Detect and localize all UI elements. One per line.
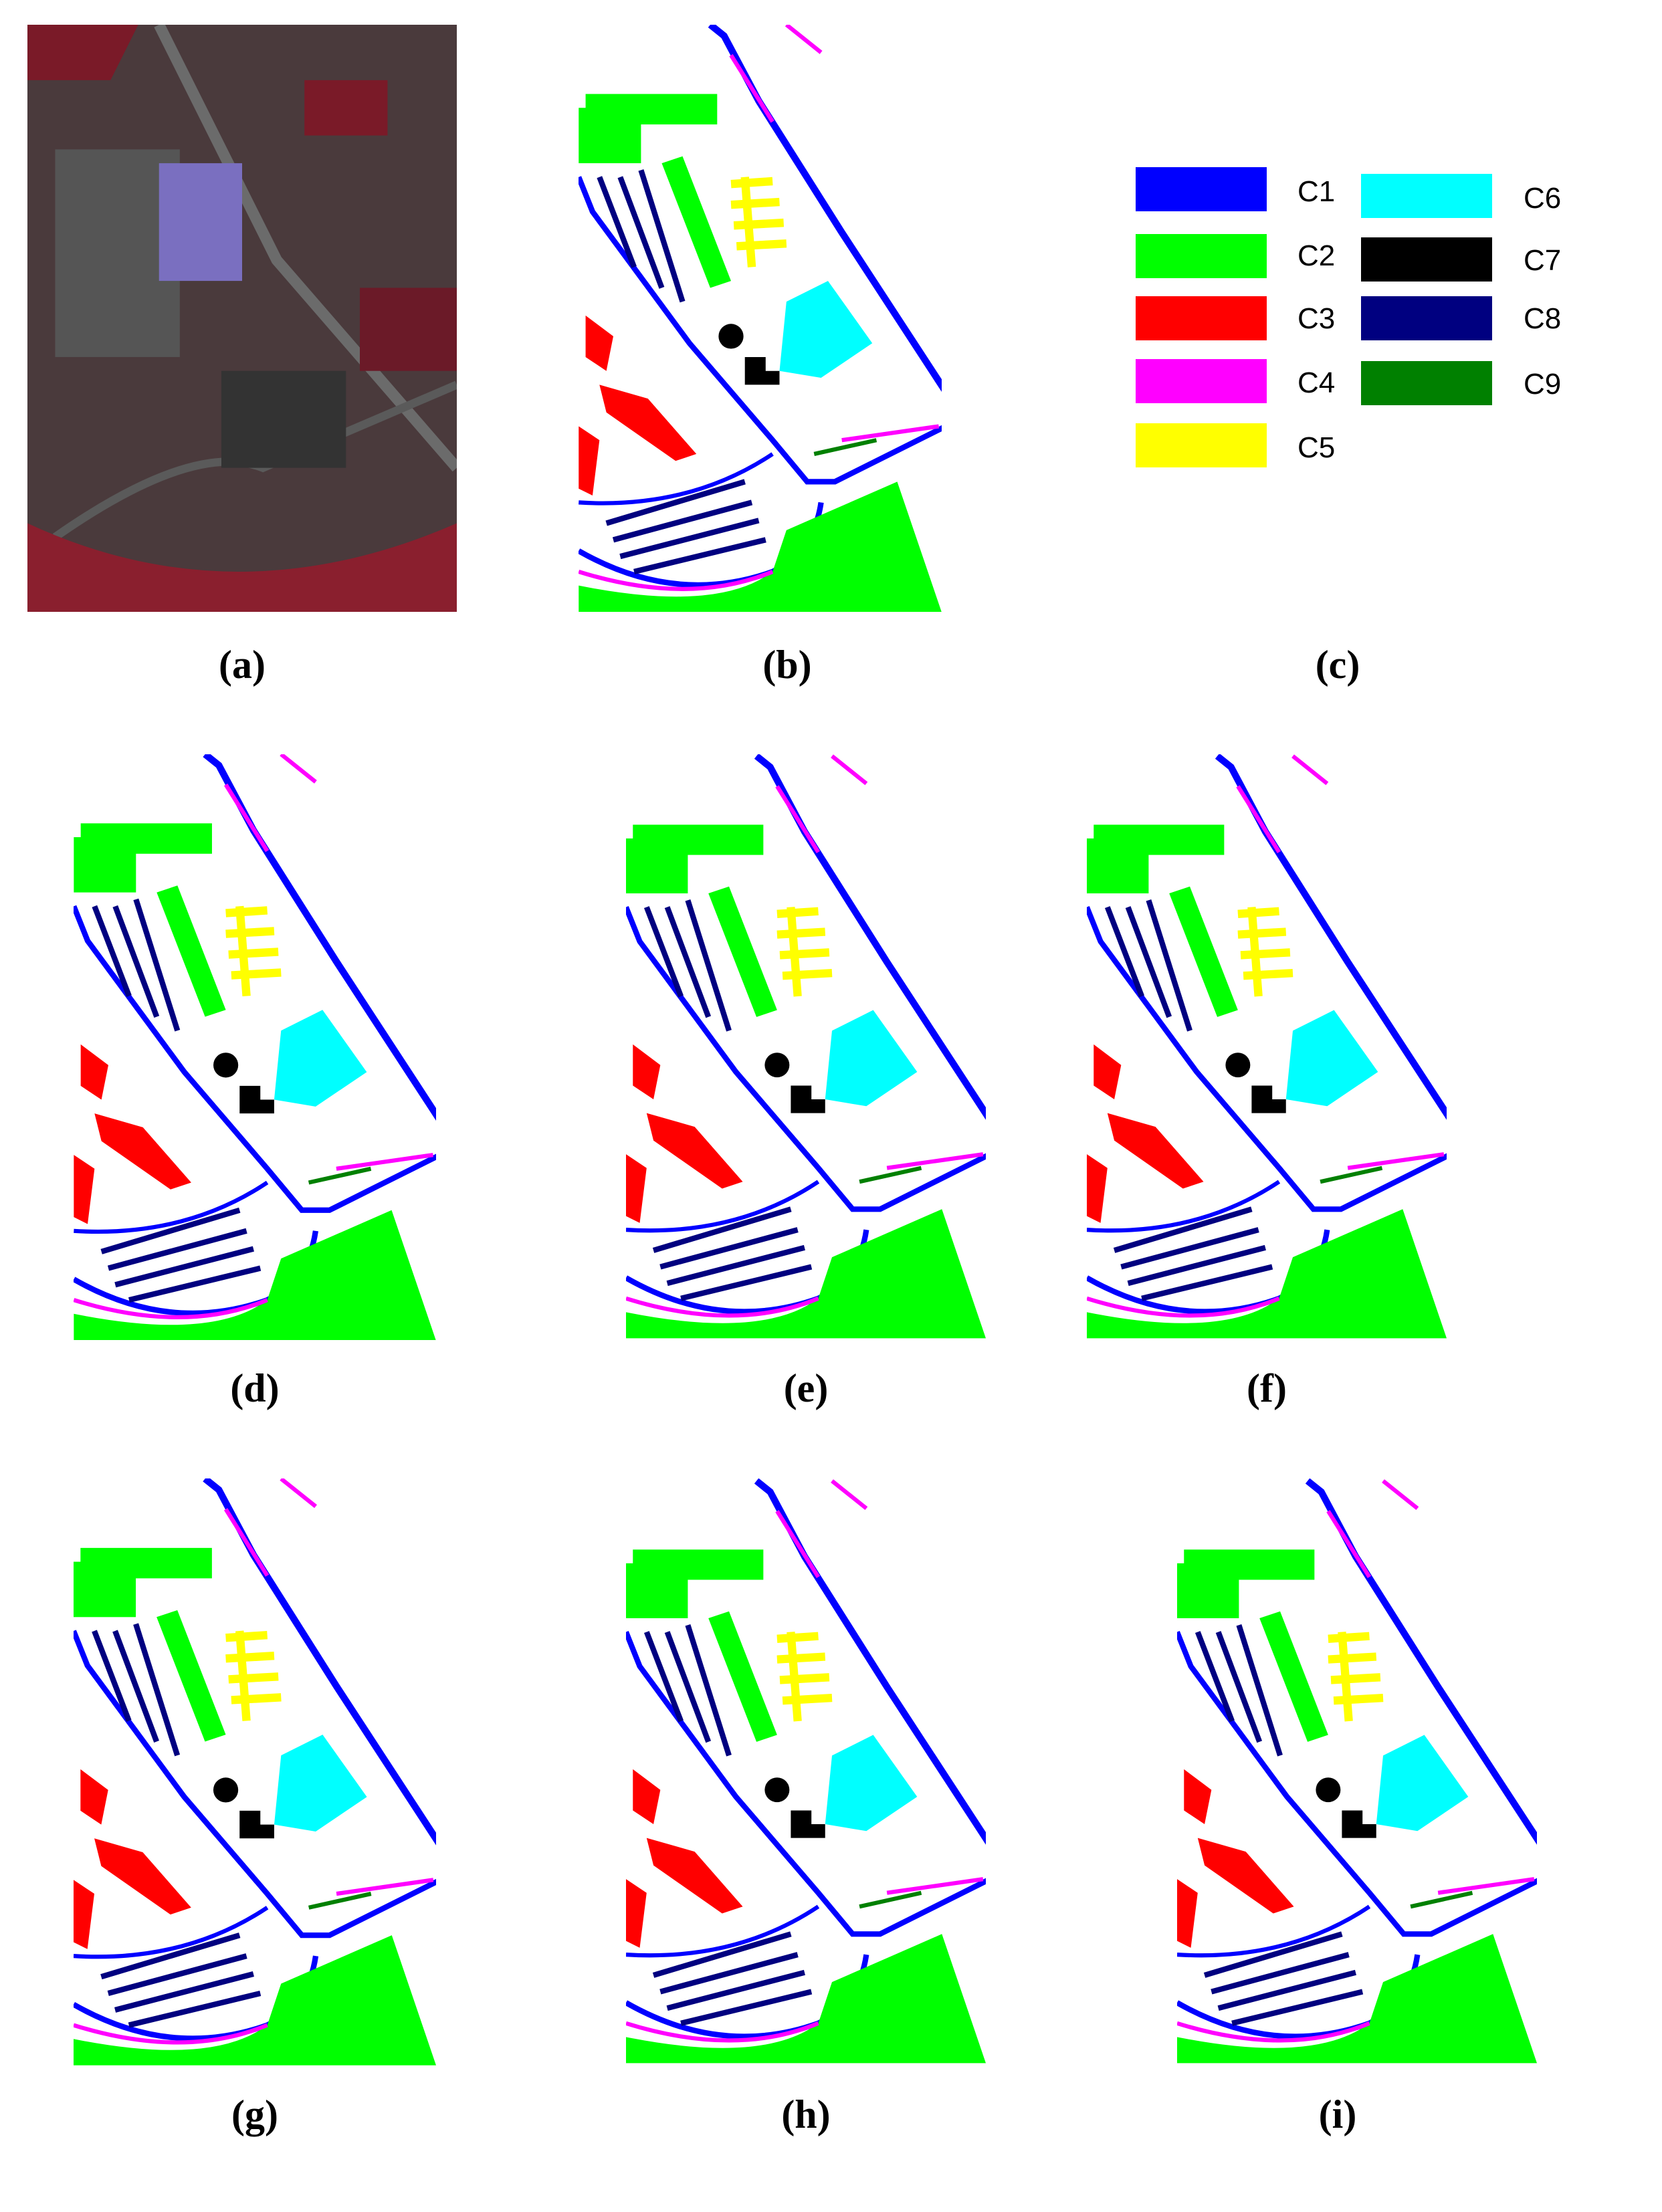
class-map — [1087, 754, 1447, 1340]
legend-label: C3 — [1297, 302, 1336, 335]
legend-swatch — [1136, 167, 1267, 211]
class-map — [579, 25, 942, 612]
panel-label: (i) — [1318, 2092, 1357, 2136]
legend-label: C7 — [1524, 244, 1562, 277]
panel-label: (f) — [1247, 1366, 1287, 1410]
panel-label: (g) — [231, 2092, 278, 2136]
map-panel — [626, 754, 986, 1340]
legend-swatch — [1136, 423, 1267, 467]
panel-label: (b) — [762, 643, 812, 687]
map-panel — [626, 1478, 986, 2066]
legend-label: C5 — [1297, 431, 1336, 464]
class-map — [626, 1478, 986, 2066]
legend-swatch — [1361, 361, 1492, 405]
panel-label: (d) — [230, 1366, 280, 1410]
legend-swatch — [1136, 359, 1267, 403]
panel-label: (a) — [219, 643, 266, 687]
panel-label: (h) — [781, 2092, 831, 2136]
class-map — [74, 754, 436, 1340]
false-color-image — [27, 25, 457, 612]
map-panel — [1177, 1478, 1537, 2066]
panel-label: (c) — [1315, 643, 1360, 687]
legend-label: C1 — [1297, 175, 1336, 208]
legend-label: C4 — [1297, 366, 1336, 399]
legend-label: C8 — [1524, 302, 1562, 335]
map-panel — [74, 754, 436, 1340]
map-panel — [1087, 754, 1447, 1340]
map-panel — [579, 25, 942, 612]
legend-swatch — [1136, 296, 1267, 340]
legend-swatch — [1361, 237, 1492, 282]
rgb-image — [27, 25, 457, 612]
legend-label: C6 — [1524, 182, 1562, 215]
class-map — [74, 1478, 436, 2066]
class-map — [626, 754, 986, 1340]
map-panel — [74, 1478, 436, 2066]
legend-swatch — [1361, 296, 1492, 340]
class-map — [1177, 1478, 1537, 2066]
legend-label: C9 — [1524, 368, 1562, 401]
legend-swatch — [1136, 234, 1267, 278]
panel-label: (e) — [783, 1366, 829, 1410]
legend-swatch — [1361, 174, 1492, 218]
legend-label: C2 — [1297, 239, 1336, 272]
